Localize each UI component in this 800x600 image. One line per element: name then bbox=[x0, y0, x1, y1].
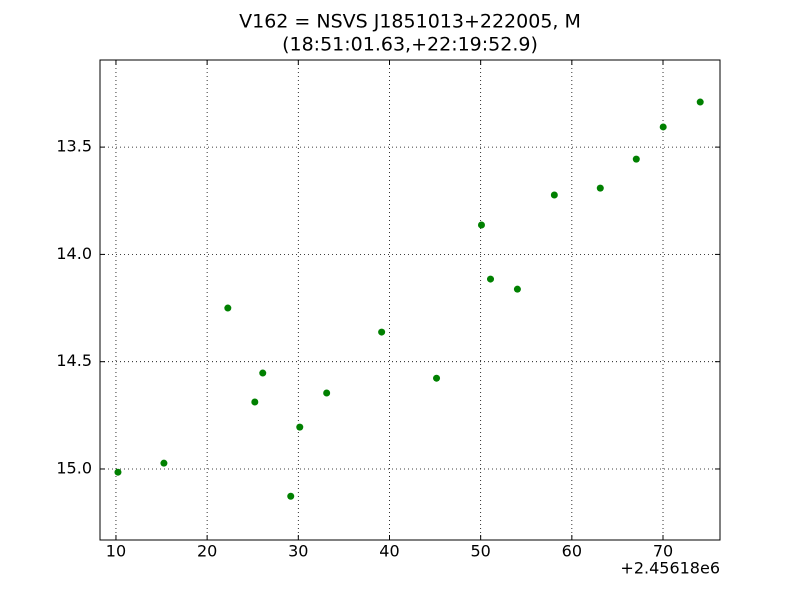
x-tick-label: 40 bbox=[379, 542, 399, 561]
point bbox=[378, 328, 386, 336]
x-tick-label: 10 bbox=[106, 542, 126, 561]
point bbox=[659, 123, 667, 131]
point bbox=[487, 275, 495, 283]
point bbox=[550, 191, 558, 199]
point bbox=[596, 184, 604, 192]
point bbox=[251, 398, 259, 406]
point bbox=[323, 389, 331, 397]
point bbox=[513, 285, 521, 293]
x-tick-label: 70 bbox=[653, 542, 673, 561]
point bbox=[696, 98, 704, 106]
y-tick-label: 14.5 bbox=[56, 351, 92, 370]
point bbox=[296, 423, 304, 431]
point bbox=[433, 374, 441, 382]
y-tick-label: 14.0 bbox=[56, 244, 92, 263]
x-tick-label: 30 bbox=[288, 542, 308, 561]
y-tick-label: 13.5 bbox=[56, 137, 92, 156]
chart-subtitle: (18:51:01.63,+22:19:52.9) bbox=[282, 34, 538, 56]
point bbox=[160, 459, 168, 467]
x-tick-label: 60 bbox=[562, 542, 582, 561]
y-tick-label: 15.0 bbox=[56, 458, 92, 477]
point bbox=[632, 155, 640, 163]
point bbox=[224, 304, 232, 312]
x-offset-label: +2.45618e6 bbox=[620, 559, 720, 578]
point bbox=[259, 369, 267, 377]
x-tick-label: 50 bbox=[470, 542, 490, 561]
x-tick-label: 20 bbox=[197, 542, 217, 561]
chart-title: V162 = NSVS J1851013+222005, M bbox=[239, 11, 581, 33]
point bbox=[477, 221, 485, 229]
point bbox=[287, 492, 295, 500]
point bbox=[114, 468, 122, 476]
plot-frame bbox=[99, 59, 721, 541]
